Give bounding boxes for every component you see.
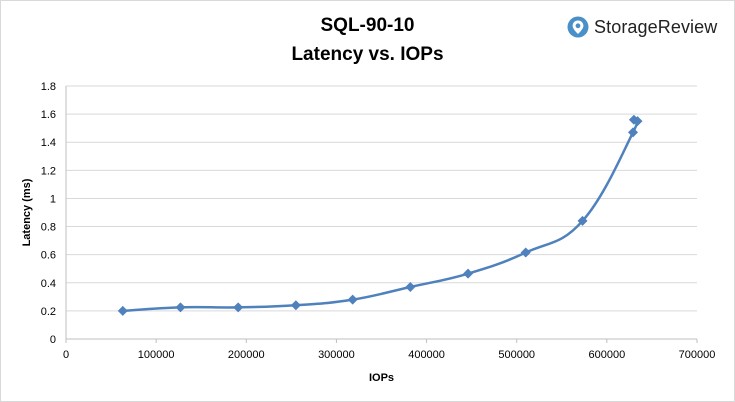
x-axis-label: IOPs <box>369 372 394 384</box>
series-line <box>122 117 639 313</box>
y-tick-label: 1.6 <box>41 109 56 121</box>
y-tick-label: 0.2 <box>41 306 56 318</box>
data-point-marker <box>233 302 244 313</box>
y-tick-label: 1.8 <box>41 81 56 93</box>
gridlines <box>66 85 697 312</box>
tick-labels: 0 0.2 0.4 0.6 0.8 1 1.2 1.4 1.6 1.8 0 100000 200000 3… <box>41 81 716 361</box>
data-point-marker <box>405 281 416 292</box>
storagereview-logo: StorageReview <box>567 15 717 39</box>
data-point-marker <box>632 116 643 127</box>
data-point-marker <box>290 300 301 311</box>
y-tick-label: 1.2 <box>41 165 56 177</box>
x-tick-label: 500000 <box>498 349 535 361</box>
data-point-marker <box>627 127 638 138</box>
data-point-marker <box>520 247 531 258</box>
data-point-marker <box>347 294 358 305</box>
data-point-marker <box>117 305 128 316</box>
y-tick-label: 0.8 <box>41 222 56 234</box>
logo-text: StorageReview <box>594 16 718 37</box>
storagereview-logo-icon <box>567 16 589 38</box>
data-point-marker <box>463 268 474 279</box>
y-tick-label: 1.4 <box>41 137 56 149</box>
axes <box>65 86 698 343</box>
y-tick-label: 0.6 <box>41 250 56 262</box>
x-tick-label: 400000 <box>408 349 445 361</box>
x-tick-label: 600000 <box>588 349 625 361</box>
y-tick-label: 1 <box>50 193 56 205</box>
x-tick-label: 100000 <box>138 349 175 361</box>
y-tick-label: 0 <box>50 334 56 346</box>
x-tick-label: 0 <box>63 349 69 361</box>
data-point-marker <box>175 302 186 313</box>
chart-subtitle: Latency vs. IOPs <box>291 44 444 65</box>
y-axis-label: Latency (ms) <box>21 178 33 246</box>
y-tick-label: 0.4 <box>41 278 56 290</box>
x-tick-label: 300000 <box>318 349 355 361</box>
series-layer <box>117 114 643 316</box>
x-tick-label: 200000 <box>228 349 265 361</box>
x-tick-label: 700000 <box>679 349 716 361</box>
chart-title: SQL-90-10 <box>320 15 415 36</box>
data-point-marker <box>577 215 588 226</box>
